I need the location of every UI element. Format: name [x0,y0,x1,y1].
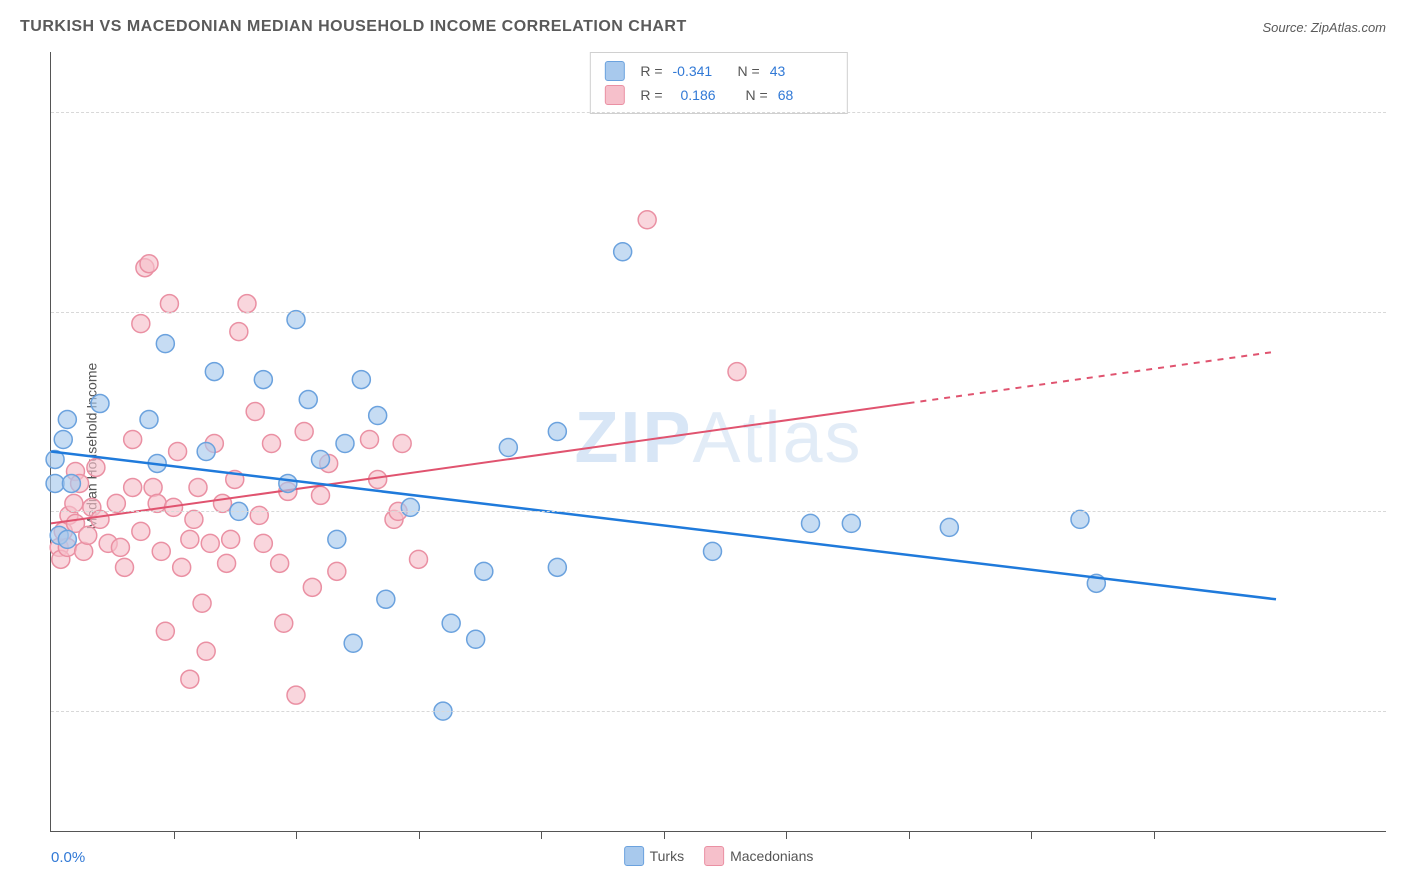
correlation-legend: R =-0.341 N =43 R =0.186 N =68 [589,52,847,114]
chart-area: ZIPAtlas R =-0.341 N =43 R =0.186 N =68 … [50,52,1386,832]
x-axis-max: 15.0% [1396,849,1406,866]
y-tick-label: $150,000 [1396,303,1406,320]
swatch-macedonians-icon [704,846,724,866]
y-tick-label: $100,000 [1396,503,1406,520]
legend-row-macedonians: R =0.186 N =68 [604,83,832,107]
chart-title: TURKISH VS MACEDONIAN MEDIAN HOUSEHOLD I… [20,18,687,35]
source-label: Source: ZipAtlas.com [1262,20,1386,35]
swatch-turks [604,61,624,81]
legend-row-turks: R =-0.341 N =43 [604,59,832,83]
series-legend: Turks Macedonians [624,846,814,866]
legend-turks: Turks [624,846,684,866]
y-tick-label: $200,000 [1396,103,1406,120]
swatch-turks-icon [624,846,644,866]
x-axis-min: 0.0% [51,849,85,866]
swatch-macedonians [604,85,624,105]
legend-macedonians: Macedonians [704,846,813,866]
y-tick-label: $50,000 [1396,703,1406,720]
